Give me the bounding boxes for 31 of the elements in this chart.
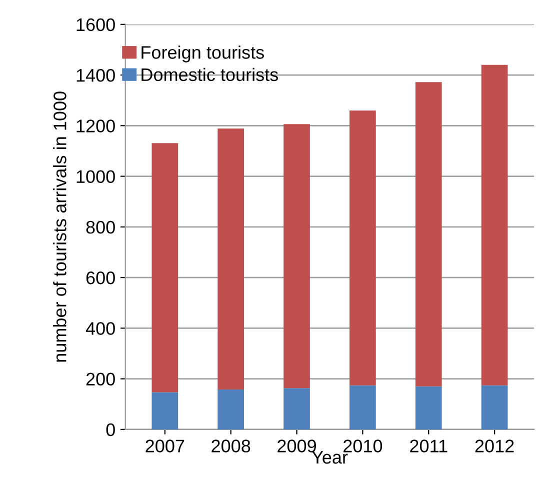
bar (415, 386, 442, 430)
bar (218, 128, 244, 390)
bar (350, 110, 376, 386)
y-tick-label: 0 (106, 423, 115, 436)
y-tick-label: 1600 (76, 18, 115, 32)
x-tick-label: 2010 (344, 440, 382, 452)
y-tick-label: 1200 (76, 120, 115, 132)
bar (218, 389, 244, 430)
y-tick-label: 200 (86, 372, 115, 386)
bar (481, 385, 508, 430)
y-tick-label: 1400 (76, 68, 115, 82)
x-tick-label: 2007 (146, 440, 184, 452)
bar (350, 385, 376, 430)
y-axis-title: number of tourists arrivals in 1000 (53, 92, 66, 362)
bar (481, 64, 508, 386)
x-tick-label: 2011 (410, 440, 448, 452)
bar (284, 388, 310, 430)
bar (415, 82, 442, 386)
x-axis-title: Year (312, 451, 348, 464)
legend-label: Foreign tourists (142, 46, 264, 62)
bar (152, 143, 178, 392)
y-tick-label: 400 (86, 322, 115, 335)
bar (284, 124, 310, 388)
x-tick-label: 2009 (278, 440, 316, 452)
y-tick-label: 600 (86, 271, 115, 284)
x-tick-label: 2012 (475, 440, 514, 452)
y-tick-label: 1000 (76, 170, 115, 184)
bar (152, 392, 178, 430)
legend-label: Domestic tourists (142, 68, 278, 82)
y-tick-label: 800 (86, 220, 115, 234)
x-tick-label: 2008 (212, 440, 250, 452)
